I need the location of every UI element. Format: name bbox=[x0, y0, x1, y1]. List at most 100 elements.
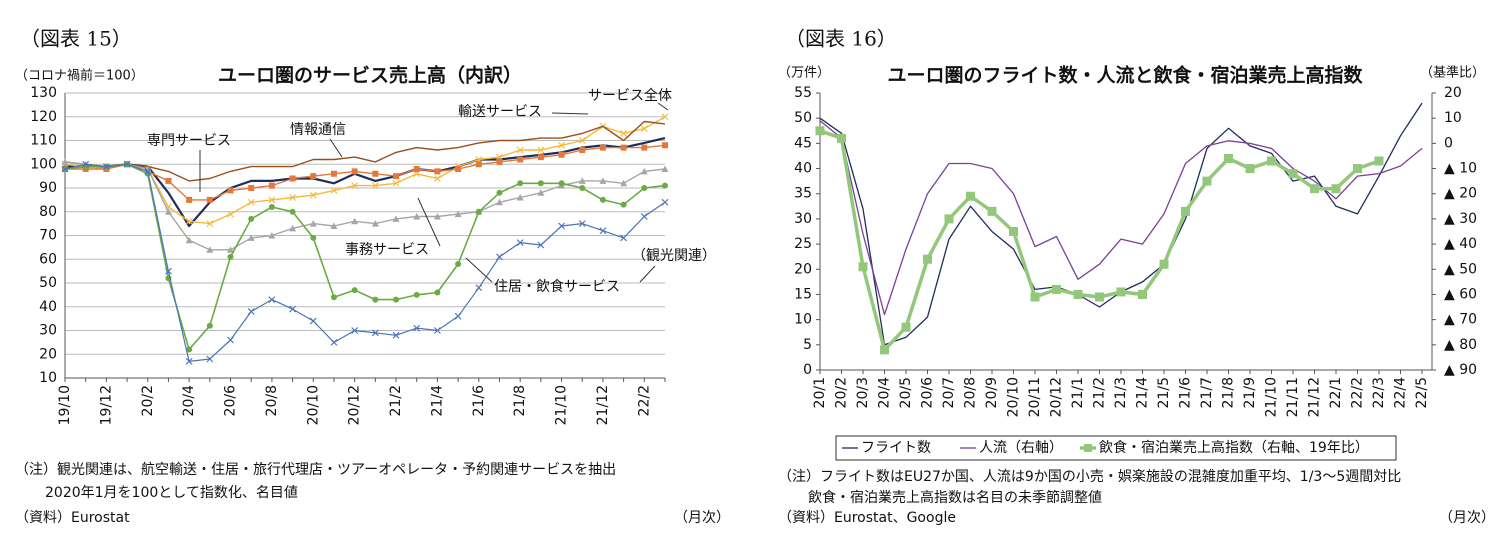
y-tick-label: 30 bbox=[39, 323, 57, 339]
y2-tick-label: 0 bbox=[1444, 135, 1453, 151]
series-line bbox=[65, 144, 666, 201]
y2-tick-label: 20 bbox=[1444, 85, 1462, 101]
marker bbox=[392, 179, 400, 187]
marker bbox=[413, 291, 420, 298]
x-tick-label: 21/3 bbox=[1113, 377, 1129, 408]
marker bbox=[433, 213, 441, 220]
x-tick-label: 22/3 bbox=[1371, 377, 1387, 408]
marker bbox=[392, 331, 400, 339]
legend-label: 輸送サービス bbox=[458, 104, 542, 120]
marker bbox=[578, 177, 586, 184]
x-tick-label: 20/8 bbox=[264, 385, 280, 416]
y-tick-label: 120 bbox=[30, 109, 57, 125]
marker bbox=[1310, 184, 1319, 194]
marker bbox=[82, 160, 90, 168]
marker bbox=[837, 133, 846, 143]
y-tick-label: 10 bbox=[39, 370, 57, 386]
series-line bbox=[65, 137, 666, 228]
marker bbox=[289, 305, 297, 313]
y2-tick-label: ▲ 10 bbox=[1444, 161, 1477, 177]
marker bbox=[641, 144, 648, 151]
marker bbox=[578, 220, 586, 228]
y-tick-label: 35 bbox=[794, 186, 812, 202]
marker bbox=[330, 222, 338, 229]
marker bbox=[289, 208, 296, 215]
marker bbox=[393, 173, 400, 180]
x-tick-label: 20/6 bbox=[920, 377, 936, 409]
y-tick-label: 130 bbox=[30, 85, 57, 101]
marker bbox=[640, 125, 648, 133]
marker bbox=[351, 182, 359, 190]
y-tick-label: 20 bbox=[794, 261, 812, 277]
x-tick-label: 21/7 bbox=[1199, 377, 1215, 408]
x-tick-label: 21/8 bbox=[1221, 377, 1237, 408]
marker bbox=[330, 170, 337, 177]
y2-tick-label: ▲ 80 bbox=[1444, 337, 1477, 353]
marker bbox=[268, 182, 275, 189]
y-tick-label: 20 bbox=[39, 346, 57, 362]
marker bbox=[578, 137, 586, 144]
marker bbox=[579, 147, 586, 153]
marker bbox=[61, 158, 69, 165]
marker bbox=[185, 357, 193, 365]
marker bbox=[516, 194, 524, 201]
marker bbox=[454, 210, 462, 218]
series-line bbox=[64, 163, 666, 351]
legend-label: 人流（右軸） bbox=[979, 440, 1063, 456]
marker bbox=[1116, 287, 1126, 297]
marker bbox=[310, 234, 317, 241]
marker bbox=[248, 185, 255, 191]
marker bbox=[558, 141, 565, 149]
y-tick-label: 45 bbox=[794, 135, 812, 151]
note: 飲食・宿泊業売上高指数は名目の未季節調整値 bbox=[808, 489, 1102, 506]
marker bbox=[537, 146, 545, 154]
marker bbox=[944, 214, 954, 224]
note: 2020年1月を100として指数化、名目値 bbox=[45, 485, 298, 501]
series-line bbox=[64, 163, 666, 362]
marker bbox=[599, 177, 607, 184]
y-tick-label: 40 bbox=[39, 299, 57, 315]
x-tick-label: 22/2 bbox=[1350, 377, 1366, 408]
x-tick-label: 20/8 bbox=[963, 377, 979, 408]
marker bbox=[351, 287, 358, 294]
y2-axis-label: （基準比） bbox=[1420, 65, 1485, 81]
marker bbox=[185, 217, 193, 225]
marker bbox=[393, 296, 400, 303]
marker bbox=[268, 232, 276, 239]
marker bbox=[434, 168, 441, 175]
legend-box bbox=[835, 435, 1397, 461]
x-tick-label: 19/12 bbox=[98, 385, 114, 425]
marker bbox=[661, 198, 669, 206]
marker bbox=[206, 220, 214, 228]
marker bbox=[206, 246, 214, 253]
marker bbox=[1159, 259, 1169, 269]
marker bbox=[475, 284, 483, 292]
marker bbox=[1267, 156, 1276, 166]
y-tick-label: 110 bbox=[30, 133, 57, 149]
marker bbox=[496, 158, 503, 165]
marker bbox=[413, 213, 421, 220]
x-tick-label: 20/10 bbox=[1006, 377, 1022, 417]
marker bbox=[289, 175, 296, 182]
marker bbox=[1374, 156, 1384, 166]
x-tick-label: 21/5 bbox=[1156, 377, 1172, 408]
y-tick-label: 50 bbox=[39, 275, 57, 291]
marker bbox=[517, 156, 524, 163]
marker bbox=[1030, 292, 1040, 302]
x-tick-label: 20/4 bbox=[181, 385, 197, 417]
x-tick-label: 20/11 bbox=[1027, 377, 1043, 417]
x-tick-label: 21/6 bbox=[1178, 377, 1194, 409]
marker bbox=[413, 166, 420, 172]
marker bbox=[661, 113, 669, 121]
marker bbox=[495, 198, 503, 206]
marker bbox=[620, 234, 628, 242]
marker bbox=[309, 317, 317, 325]
marker bbox=[496, 253, 503, 261]
marker bbox=[455, 261, 462, 267]
marker bbox=[640, 213, 648, 220]
chart-title: ユーロ圏のフライト数・人流と飲食・宿泊業売上高指数 bbox=[887, 64, 1363, 87]
marker bbox=[662, 142, 668, 149]
marker bbox=[558, 151, 565, 158]
label-pointer bbox=[551, 112, 589, 115]
x-unit: （月次） bbox=[1439, 510, 1495, 526]
